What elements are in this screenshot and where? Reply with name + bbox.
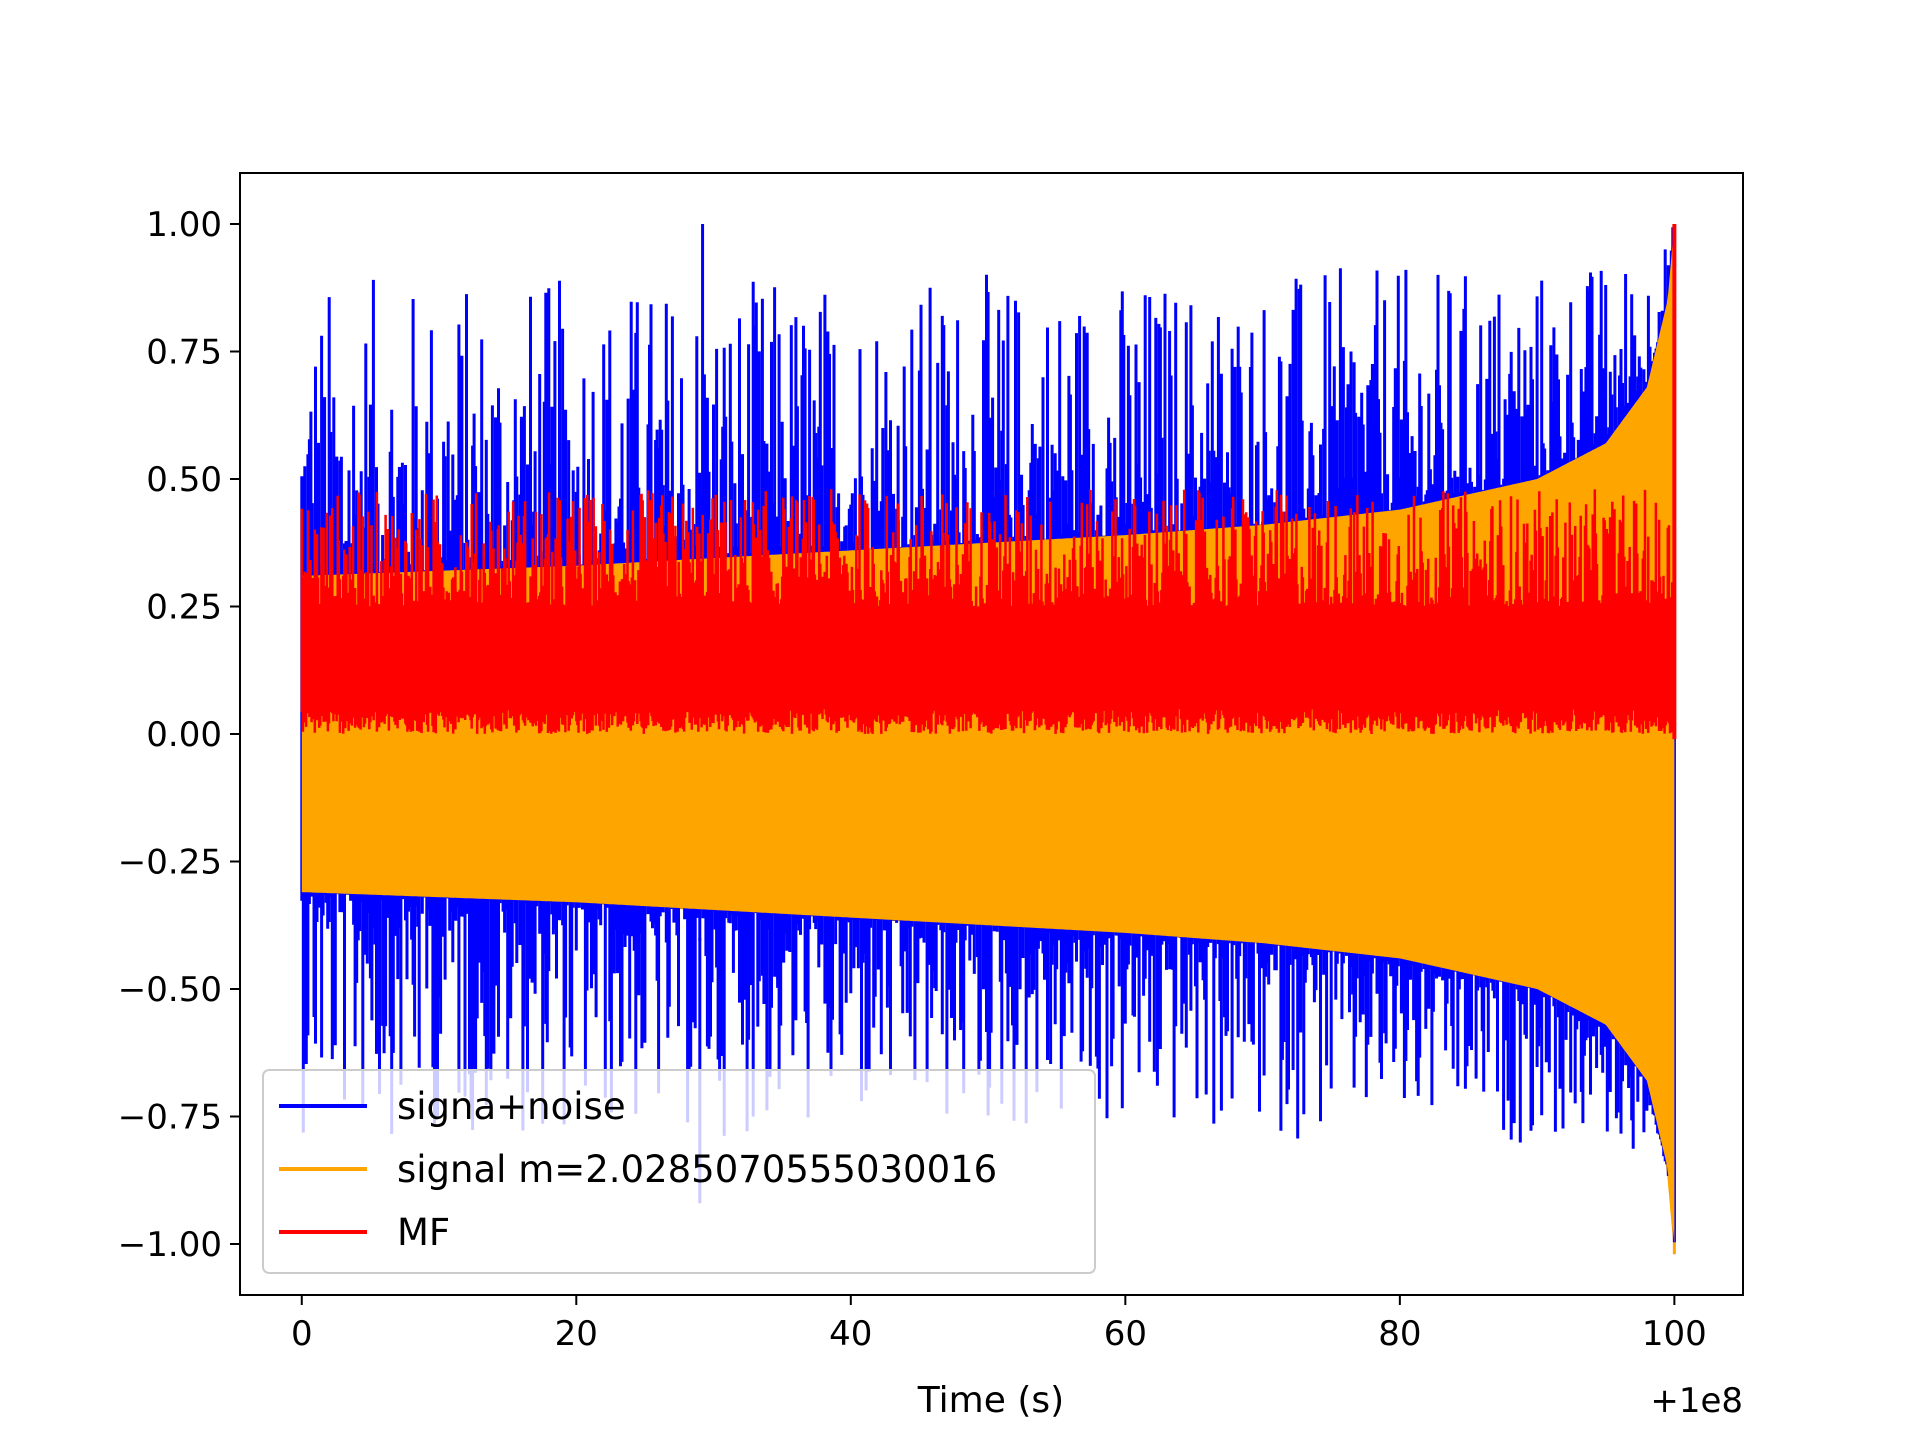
legend-label-signal: signal m=2.0285070555030016 xyxy=(397,1148,997,1191)
y-tick-label: −0.25 xyxy=(118,843,222,883)
x-axis-ticks: 0 20 40 60 80 100 xyxy=(291,1295,1707,1354)
signal-band-overlay xyxy=(301,224,1675,1244)
y-tick-label: 0.75 xyxy=(146,333,222,373)
legend: signa+noise signal m=2.0285070555030016 … xyxy=(262,1069,1096,1274)
x-axis-label: Time (s) xyxy=(917,1380,1064,1421)
y-tick-label: −0.75 xyxy=(118,1098,222,1138)
plot-area xyxy=(300,223,1677,1255)
x-tick-label: 20 xyxy=(555,1314,598,1354)
x-axis-offset: +1e8 xyxy=(1650,1381,1743,1421)
x-tick-label: 80 xyxy=(1378,1314,1421,1354)
mf-trace xyxy=(300,489,1676,734)
y-tick-label: 0.25 xyxy=(146,588,222,628)
series-mf xyxy=(300,224,1677,740)
y-tick-label: 1.00 xyxy=(146,205,222,245)
y-tick-label: 0.00 xyxy=(146,715,222,755)
x-tick-label: 0 xyxy=(291,1314,313,1354)
legend-label-signa-noise: signa+noise xyxy=(397,1085,626,1128)
y-tick-label: 0.50 xyxy=(146,460,222,500)
legend-box xyxy=(262,1069,1096,1274)
x-tick-label: 100 xyxy=(1642,1314,1707,1354)
y-tick-label: −0.50 xyxy=(118,970,222,1010)
x-tick-label: 60 xyxy=(1104,1314,1147,1354)
y-axis-ticks: 1.00 0.75 0.50 0.25 0.00 −0.25 −0.50 −0.75 −1.00 xyxy=(118,205,240,1265)
legend-label-mf: MF xyxy=(397,1211,450,1254)
x-tick-label: 40 xyxy=(829,1314,872,1354)
y-tick-label: −1.00 xyxy=(118,1225,222,1265)
